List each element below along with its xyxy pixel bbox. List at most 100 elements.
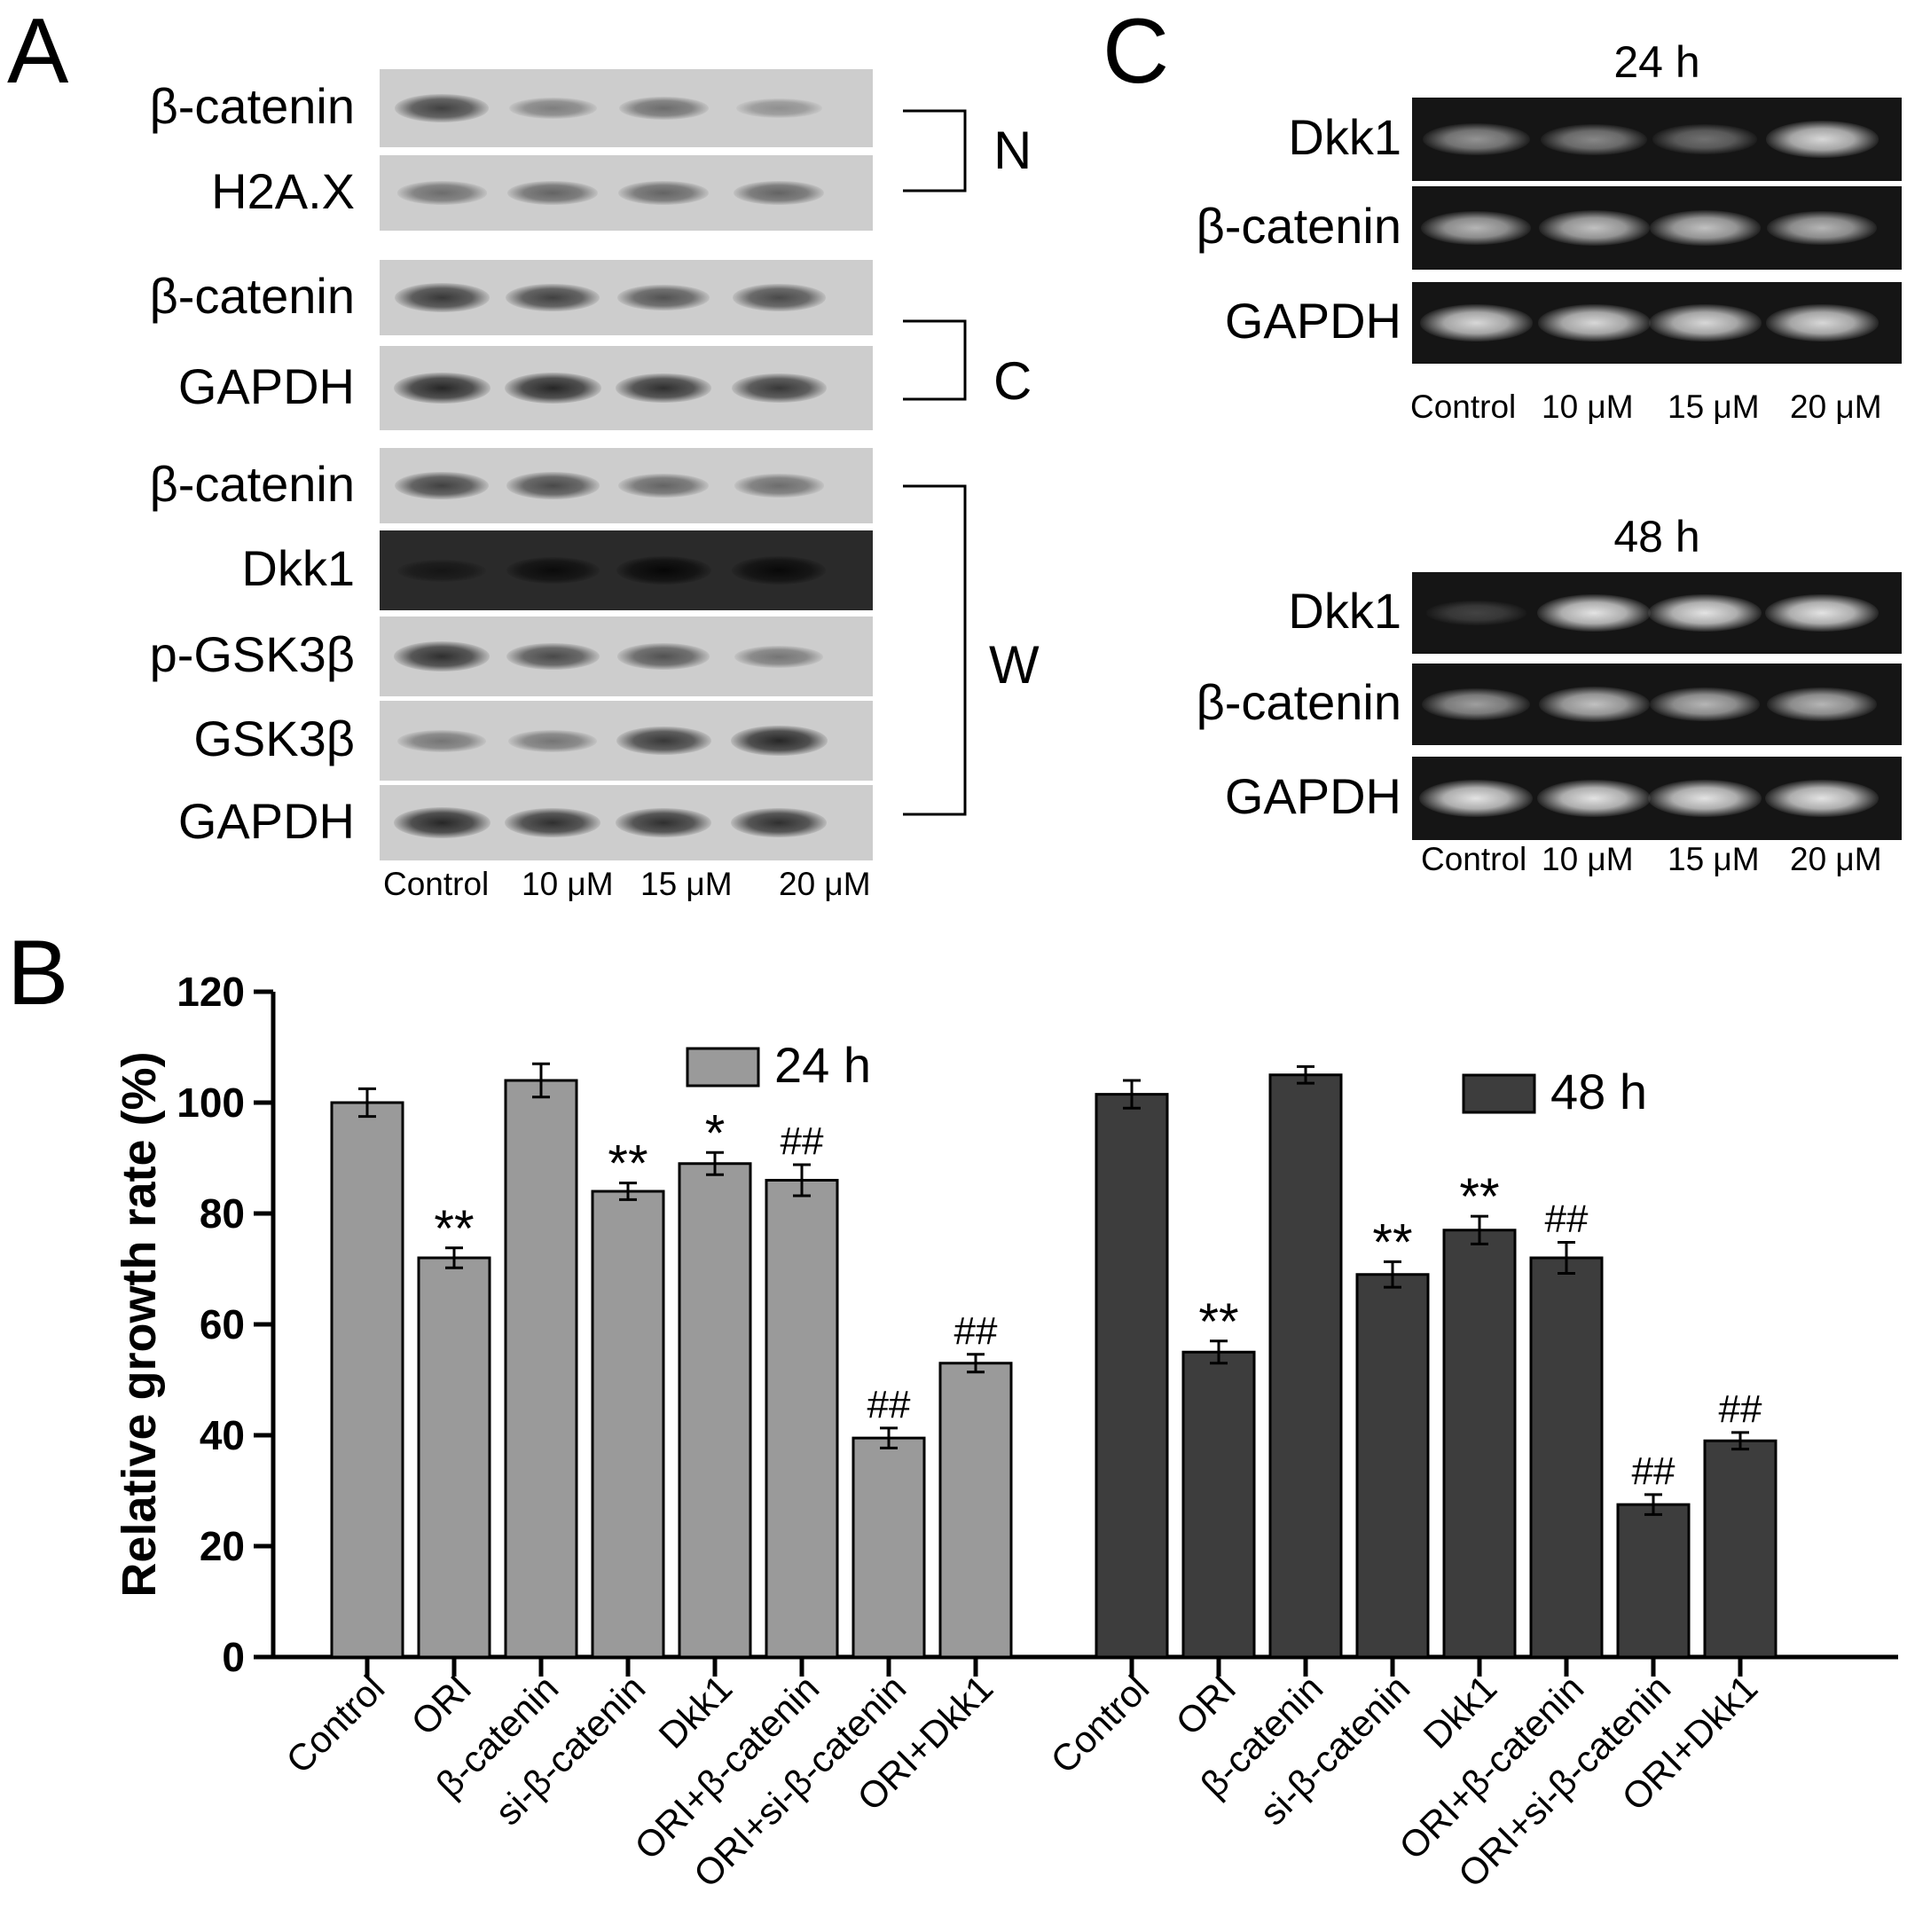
protein-band (507, 180, 598, 206)
x-tick-label: ORI (1167, 1667, 1244, 1743)
dna-band (1765, 593, 1879, 632)
gel-title: 24 h (1613, 37, 1700, 87)
lane-label: 20 μM (779, 866, 871, 902)
legend-label: 48 h (1550, 1064, 1647, 1119)
lane-label: 20 μM (1790, 389, 1882, 425)
protein-band (506, 642, 600, 671)
bar (765, 1179, 839, 1659)
gel-row-label: β-catenin (1196, 674, 1401, 730)
legend-swatch (1462, 1073, 1536, 1114)
gel-row-label: β-catenin (1196, 198, 1401, 254)
lane-label: 15 μM (640, 866, 733, 902)
gel-row-label: GAPDH (1224, 293, 1401, 349)
protein-band (734, 474, 824, 498)
protein-band (395, 94, 489, 122)
bar (1181, 1350, 1256, 1659)
bar (417, 1256, 491, 1659)
bar (678, 1162, 752, 1659)
blot-strip (380, 617, 873, 696)
blot-row-label: H2A.X (211, 162, 355, 219)
dna-band (1541, 123, 1647, 155)
significance-mark: ** (1372, 1213, 1412, 1271)
y-tick-label: 20 (200, 1523, 245, 1569)
dna-band (1648, 304, 1762, 342)
blot-strip (380, 69, 873, 147)
dna-band (1765, 304, 1879, 342)
lane-label: 10 μM (1542, 389, 1634, 425)
lane-label: 15 μM (1668, 389, 1760, 425)
gel-row-label: GAPDH (1224, 768, 1401, 824)
bar (1442, 1229, 1517, 1659)
protein-band (394, 641, 490, 671)
group-brackets (903, 109, 967, 816)
bar (1095, 1093, 1169, 1659)
blot-strip (380, 701, 873, 781)
significance-mark: ## (954, 1309, 998, 1353)
protein-band (735, 98, 822, 118)
blot-row-label: GAPDH (177, 357, 355, 414)
protein-band (731, 807, 827, 838)
protein-band (397, 729, 486, 752)
x-tick-label: Control (1042, 1667, 1157, 1781)
protein-band (616, 807, 711, 838)
lane-label: Control (1410, 389, 1517, 425)
legend-swatch (686, 1047, 760, 1088)
protein-band (616, 726, 711, 756)
significance-mark: ** (1198, 1293, 1238, 1351)
y-tick-label: 100 (177, 1080, 245, 1126)
protein-band (730, 725, 828, 757)
dna-band (1537, 593, 1651, 632)
group-label: C (993, 351, 1032, 411)
y-tick-label: 60 (200, 1301, 245, 1347)
dna-band (1537, 779, 1651, 818)
y-tick-label: 80 (200, 1190, 245, 1237)
bar (1529, 1256, 1604, 1659)
blot-row-label: GAPDH (177, 792, 355, 849)
significance-mark: ## (1545, 1198, 1589, 1241)
significance-mark: ## (1719, 1387, 1762, 1431)
protein-band (618, 473, 709, 499)
blot-strip (380, 448, 873, 523)
protein-band (506, 556, 600, 585)
significance-mark: ** (1459, 1168, 1499, 1226)
bar (938, 1362, 1013, 1659)
x-tick-label: ORI (403, 1667, 479, 1743)
dna-band (1648, 779, 1762, 818)
protein-band (732, 556, 826, 585)
bar (1703, 1439, 1778, 1659)
protein-band (393, 373, 490, 404)
lane-label: 10 μM (1542, 841, 1634, 877)
gel-strip (1412, 664, 1902, 745)
protein-band (506, 472, 600, 499)
protein-band (508, 729, 597, 752)
blot-strip (380, 155, 873, 231)
dna-band (1537, 304, 1651, 342)
bar (1268, 1073, 1343, 1659)
dna-band (1648, 593, 1762, 632)
bar (1355, 1273, 1430, 1659)
bracket-line (903, 319, 967, 401)
gel-title: 48 h (1613, 512, 1700, 562)
lane-label: 15 μM (1668, 841, 1760, 877)
y-tick-label: 120 (177, 969, 245, 1015)
blot-strip (380, 260, 873, 335)
lane-label: Control (1421, 841, 1527, 877)
dna-band (1419, 304, 1533, 342)
protein-band (506, 283, 600, 312)
protein-band (618, 96, 709, 121)
protein-band (396, 181, 487, 205)
protein-band (504, 373, 601, 404)
panel-label-b: B (7, 922, 69, 1025)
group-label: N (993, 121, 1032, 180)
protein-band (617, 643, 710, 670)
protein-band (395, 471, 489, 500)
dna-band (1767, 210, 1877, 246)
bar (1616, 1503, 1691, 1659)
bar (504, 1079, 578, 1659)
significance-mark: ** (608, 1135, 647, 1193)
y-tick-label: 0 (222, 1634, 245, 1680)
protein-band (618, 180, 709, 206)
lane-label: Control (383, 866, 490, 902)
y-axis-title: Relative growth rate (%) (113, 1051, 166, 1597)
